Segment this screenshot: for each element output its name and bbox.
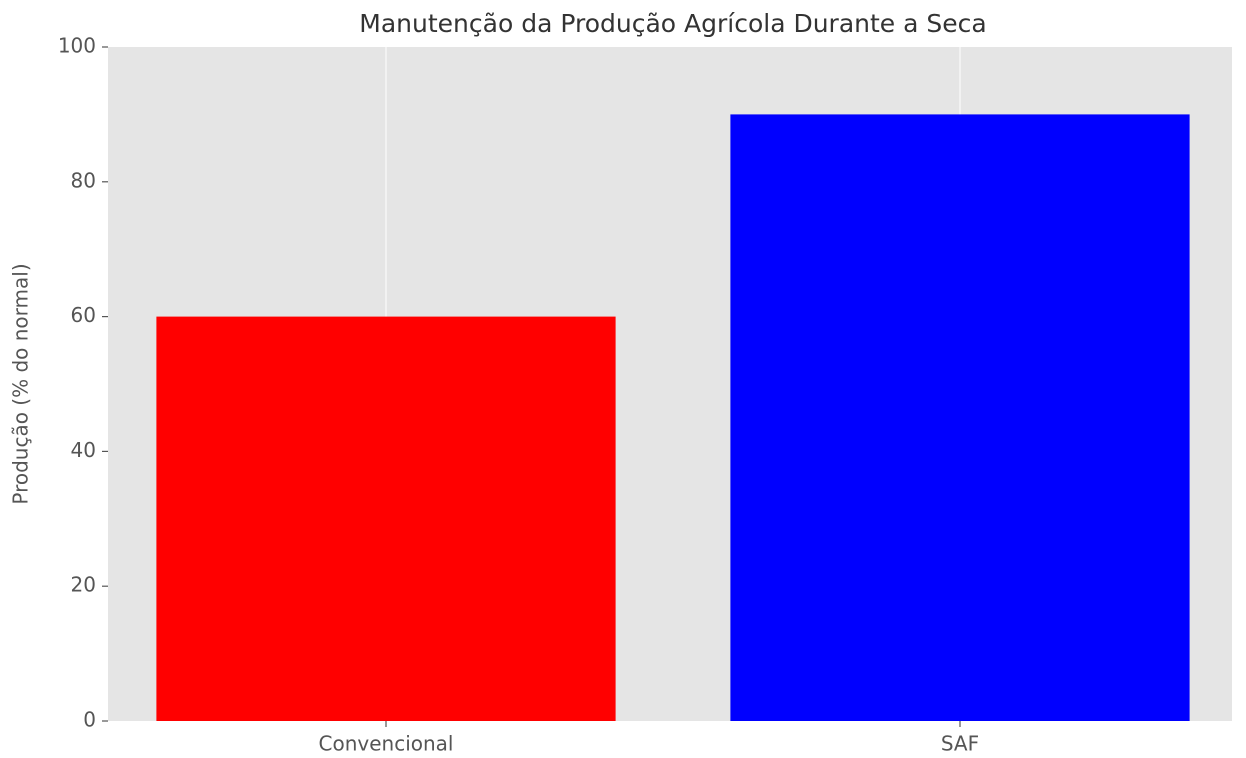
- y-tick-label: 60: [71, 303, 96, 327]
- y-axis-label: Produção (% do normal): [9, 263, 33, 504]
- y-tick-label: 40: [71, 438, 96, 462]
- y-tick-label: 100: [58, 34, 96, 58]
- y-tick-label: 20: [71, 573, 96, 597]
- x-tick-label: Convencional: [319, 732, 454, 756]
- chart-title: Manutenção da Produção Agrícola Durante …: [359, 9, 986, 38]
- bar: [730, 114, 1190, 721]
- y-tick-label: 0: [83, 708, 96, 732]
- y-tick-label: 80: [71, 168, 96, 192]
- bar: [156, 316, 616, 721]
- x-tick-label: SAF: [941, 732, 979, 756]
